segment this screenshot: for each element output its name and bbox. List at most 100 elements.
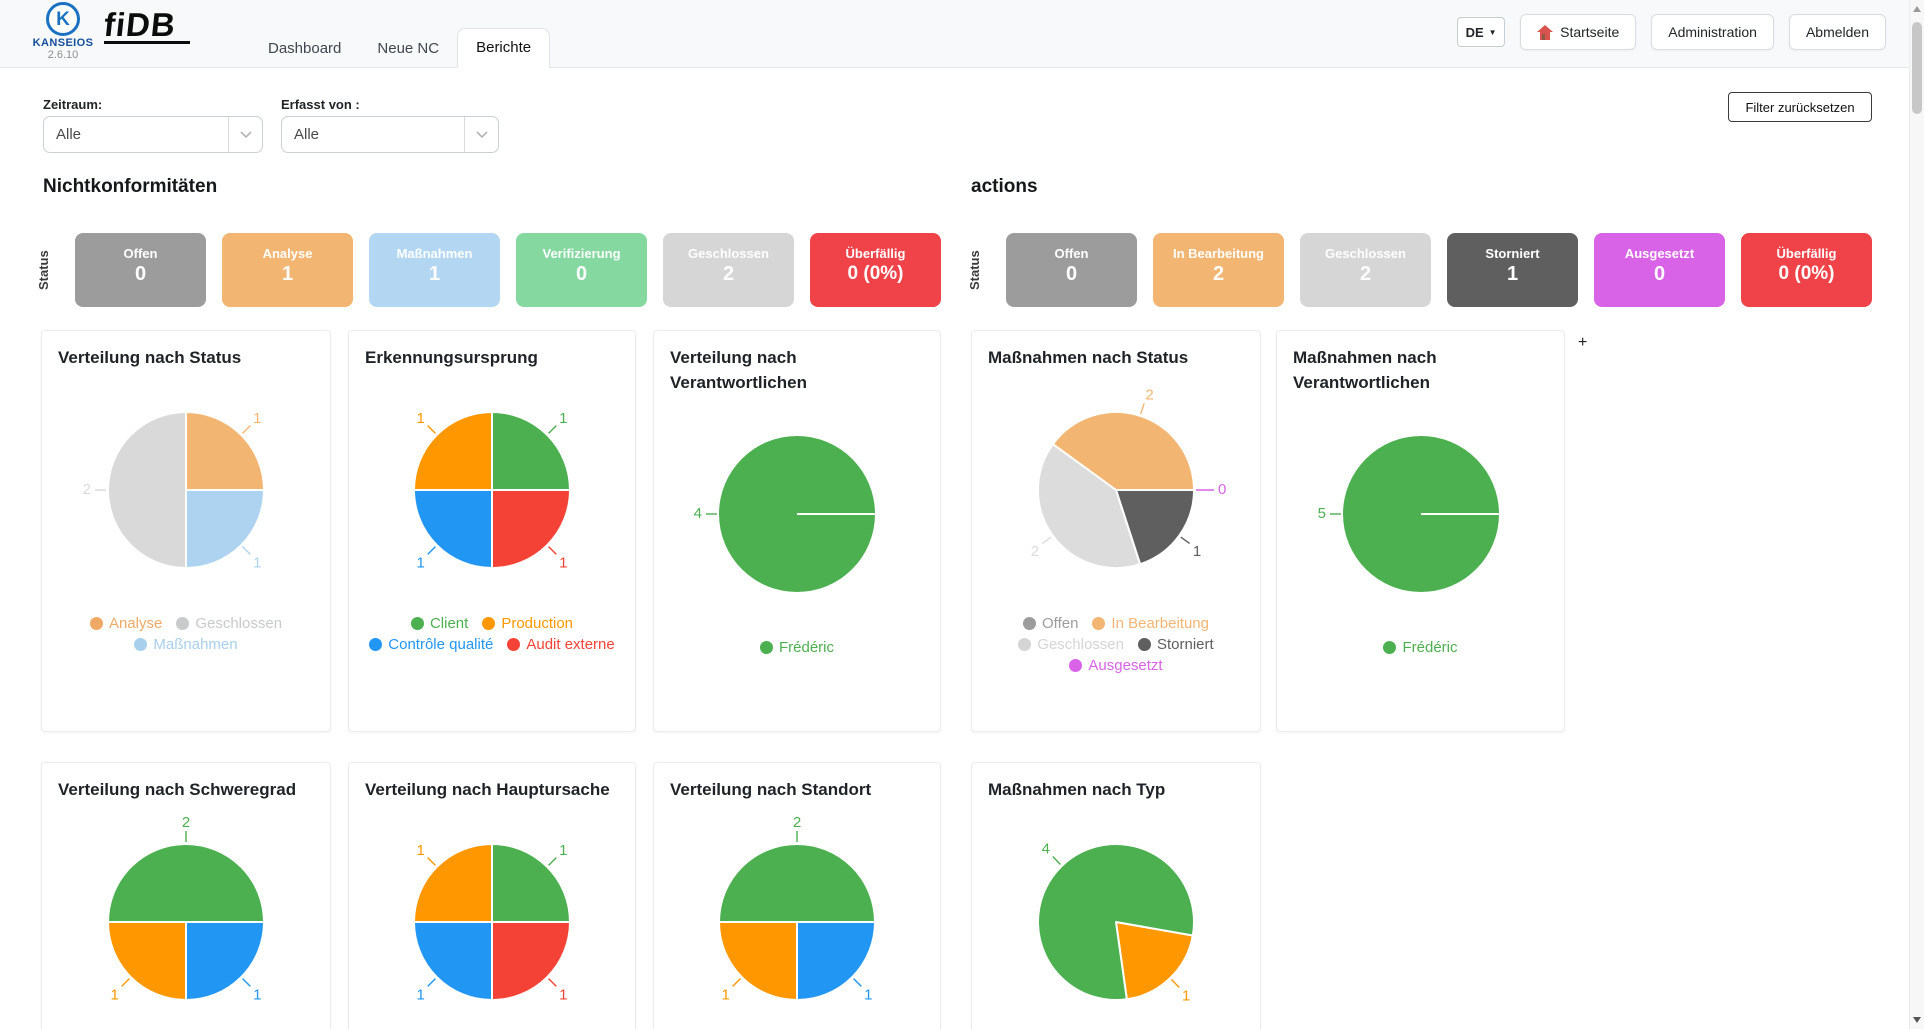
legend-item[interactable]: Frédéric bbox=[1383, 639, 1458, 657]
pie-value-label: 2 bbox=[83, 481, 91, 498]
fidb-logo-text: fiDB bbox=[102, 6, 178, 43]
filter-reset-button[interactable]: Filter zurücksetzen bbox=[1728, 92, 1872, 122]
status-card-label: Maßnahmen bbox=[396, 246, 473, 261]
scroll-up-icon[interactable] bbox=[1913, 6, 1921, 12]
tab-berichte[interactable]: Berichte bbox=[457, 28, 551, 68]
legend-dot-icon bbox=[369, 637, 383, 651]
legend-item[interactable]: Production bbox=[482, 615, 573, 632]
pie-chart[interactable]: 1 1 1 1 bbox=[375, 373, 609, 607]
legend-item[interactable]: Analyse bbox=[89, 615, 162, 632]
pie-chart[interactable]: 1 1 2 bbox=[69, 373, 303, 607]
chevron-down-icon bbox=[228, 117, 262, 152]
chart-title: Maßnahmen nach Verantwortlichen bbox=[1293, 348, 1437, 392]
legend-item[interactable]: Storniert bbox=[1138, 636, 1214, 653]
zeitraum-label: Zeitraum: bbox=[43, 97, 103, 112]
legend-item[interactable]: Contrôle qualité bbox=[369, 636, 493, 653]
legend-dot-icon bbox=[176, 616, 190, 630]
legend-item[interactable]: Geschlossen bbox=[176, 615, 282, 632]
legend-item[interactable]: Ausgesetzt bbox=[1069, 656, 1163, 674]
chart-legend: Analyse Geschlossen Maßnahmen bbox=[58, 615, 314, 653]
status-card: Geschlossen 2 bbox=[1300, 233, 1431, 307]
pie-value-label: 1 bbox=[253, 554, 261, 571]
nc-section-title: Nichtkonformitäten bbox=[43, 176, 218, 197]
chart-legend: Frédéric bbox=[1293, 639, 1548, 656]
chart-card-verteilung-nach-hauptursache: Verteilung nach Hauptursache 1 1 1 1 bbox=[348, 762, 636, 1029]
chart-title: Maßnahmen nach Typ bbox=[988, 780, 1166, 799]
legend-item[interactable]: Offen bbox=[1023, 615, 1078, 632]
status-card-value: 1 bbox=[428, 263, 441, 285]
fidb-logo: fiDB bbox=[102, 6, 190, 44]
home-icon bbox=[1537, 24, 1554, 40]
status-card: Offen 0 bbox=[75, 233, 206, 307]
status-card: Überfällig 0 (0%) bbox=[1741, 233, 1872, 307]
pie-value-label: 1 bbox=[1182, 987, 1190, 1004]
legend-label: Frédéric bbox=[1402, 639, 1458, 657]
pie-value-label: 1 bbox=[559, 986, 567, 1003]
status-card-value: 1 bbox=[281, 263, 294, 285]
status-card: Analyse 1 bbox=[222, 233, 353, 307]
pie-value-label: 2 bbox=[793, 814, 801, 831]
legend-label: Geschlossen bbox=[195, 614, 283, 632]
chart-legend: Client Production Contrôle qualité Audit ex… bbox=[365, 615, 619, 653]
chart-title: Verteilung nach Hauptursache bbox=[365, 780, 610, 799]
pie-value-label: 1 bbox=[1193, 543, 1201, 560]
legend-label: Geschlossen bbox=[1037, 635, 1124, 653]
zeitraum-value: Alle bbox=[56, 126, 82, 143]
pie-chart[interactable]: 1 1 1 1 bbox=[375, 805, 609, 1029]
pie-chart[interactable]: 5 bbox=[1304, 397, 1538, 631]
kanseios-logo-icon: K bbox=[46, 2, 80, 36]
pie-chart[interactable]: 2 1 1 bbox=[69, 805, 303, 1029]
status-card-label: Verifizierung bbox=[542, 246, 621, 261]
pie-value-label: 1 bbox=[253, 409, 261, 426]
legend-label: Ausgesetzt bbox=[1088, 656, 1163, 674]
legend-label: In Bearbeitung bbox=[1111, 614, 1209, 632]
legend-item[interactable]: Maßnahmen bbox=[134, 635, 238, 653]
expand-button[interactable]: + bbox=[1578, 334, 1588, 351]
chart-card-verteilung-nach-schweregrad: Verteilung nach Schweregrad 2 1 1 bbox=[41, 762, 331, 1029]
pie-value-label: 1 bbox=[253, 986, 261, 1003]
legend-item[interactable]: In Bearbeitung bbox=[1092, 615, 1209, 632]
scroll-down-icon[interactable] bbox=[1913, 1017, 1921, 1023]
pie-value-label: 1 bbox=[110, 986, 118, 1003]
pie-chart[interactable]: 2 1 1 bbox=[680, 805, 914, 1029]
status-card: Maßnahmen 1 bbox=[369, 233, 500, 307]
legend-item[interactable]: Frédéric bbox=[759, 639, 834, 656]
chart-card-verteilung-nach-status: Verteilung nach Status 1 1 2 Analyse Geschl… bbox=[41, 330, 331, 732]
scrollbar-thumb[interactable] bbox=[1912, 22, 1922, 114]
legend-item[interactable]: Geschlossen bbox=[1018, 636, 1124, 653]
header-actions: DE ▼ Startseite Administration Abmelden bbox=[1457, 14, 1886, 50]
chart-legend: Frédéric bbox=[670, 639, 924, 656]
status-card-value: 0 bbox=[1065, 263, 1078, 285]
legend-dot-icon bbox=[507, 637, 521, 651]
legend-item[interactable]: Audit externe bbox=[507, 636, 615, 653]
legend-item[interactable]: Client bbox=[410, 614, 469, 632]
home-button[interactable]: Startseite bbox=[1520, 14, 1637, 50]
language-select[interactable]: DE ▼ bbox=[1457, 17, 1506, 47]
home-button-label: Startseite bbox=[1560, 24, 1620, 40]
legend-dot-icon bbox=[1023, 616, 1036, 630]
tab-neue-nc[interactable]: Neue NC bbox=[377, 40, 440, 57]
pie-value-label: 1 bbox=[416, 554, 424, 571]
pie-chart[interactable]: 2 1 2 0 bbox=[999, 373, 1233, 607]
main-nav-tabs: Dashboard Neue NC Berichte bbox=[250, 28, 551, 68]
pie-chart[interactable]: 14 bbox=[999, 805, 1233, 1029]
logout-button[interactable]: Abmelden bbox=[1788, 14, 1886, 50]
erfasst-von-select[interactable]: Alle bbox=[281, 116, 499, 153]
pie-value-label: 2 bbox=[1031, 543, 1039, 560]
status-card-label: Überfällig bbox=[1776, 246, 1837, 261]
zeitraum-select[interactable]: Alle bbox=[43, 116, 263, 153]
status-card-value: 1 bbox=[1506, 263, 1519, 285]
legend-label: Client bbox=[429, 614, 469, 632]
pie-value-label: 4 bbox=[1042, 840, 1050, 857]
chart-title: Verteilung nach Standort bbox=[670, 780, 872, 799]
erfasst-von-value: Alle bbox=[294, 126, 320, 143]
administration-button[interactable]: Administration bbox=[1651, 14, 1774, 50]
legend-label: Maßnahmen bbox=[153, 635, 238, 653]
pie-value-label: 5 bbox=[1317, 505, 1325, 522]
nc-status-cards: Offen 0 Analyse 1 Maßnahmen 1 Verifizierung 0 Ge… bbox=[75, 233, 941, 307]
tab-dashboard[interactable]: Dashboard bbox=[268, 40, 342, 57]
status-card: Überfällig 0 (0%) bbox=[810, 233, 941, 307]
vertical-scrollbar[interactable] bbox=[1909, 0, 1924, 1029]
pie-chart[interactable]: 4 bbox=[680, 397, 914, 631]
status-card-value: 0 bbox=[1653, 263, 1666, 285]
